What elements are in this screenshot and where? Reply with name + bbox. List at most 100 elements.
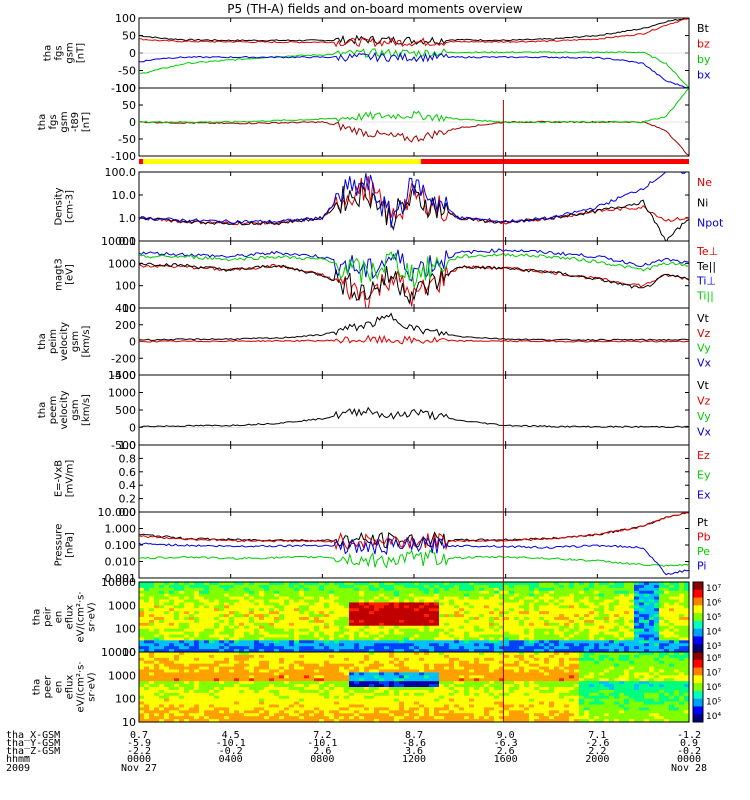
spectrogram-cell	[344, 678, 350, 682]
spectrogram-cell	[284, 660, 290, 665]
spectrogram-cell	[144, 631, 150, 636]
spectrogram-cell	[559, 634, 565, 639]
spectrogram-cell	[629, 634, 635, 639]
spectrogram-cell	[634, 605, 640, 609]
spectrogram-cell	[374, 672, 380, 676]
spectrogram-cell	[224, 596, 230, 601]
spectrogram-cell	[239, 681, 245, 685]
spectrogram-cell	[149, 640, 155, 644]
spectrogram-cell	[329, 590, 335, 595]
spectrogram-cell	[224, 619, 230, 624]
spectrogram-cell	[569, 582, 575, 586]
spectrogram-cell	[279, 692, 285, 697]
spectrogram-cell	[359, 663, 365, 668]
spectrogram-cell	[284, 634, 290, 639]
spectrogram-cell	[379, 684, 385, 688]
spectrogram-cell	[429, 599, 435, 604]
spectrogram-cell	[674, 599, 680, 604]
spectrogram-cell	[149, 669, 155, 674]
spectrogram-cell	[674, 587, 680, 592]
spectrogram-cell	[474, 590, 480, 595]
spectrogram-cell	[429, 687, 435, 691]
spectrogram-cell	[299, 628, 305, 633]
spectrogram-cell	[339, 587, 345, 592]
spectrogram-cell	[519, 646, 525, 650]
spectrogram-cell	[144, 652, 150, 656]
spectrogram-cell	[629, 590, 635, 595]
spectrogram-cell	[389, 713, 395, 717]
spectrogram-cell	[334, 643, 340, 647]
spectrogram-cell	[204, 704, 210, 709]
spectrogram-cell	[284, 602, 290, 606]
spectrogram-cell	[499, 587, 505, 592]
spectrogram-cell	[469, 640, 475, 644]
spectrogram-cell	[419, 663, 425, 668]
spectrogram-cell	[614, 637, 620, 641]
spectrogram-cell	[469, 707, 475, 711]
spectrogram-cell	[284, 599, 290, 604]
spectrogram-cell	[284, 707, 290, 711]
spectrogram-cell	[524, 622, 530, 627]
spectrogram-cell	[384, 713, 390, 717]
spectrogram-cell	[454, 611, 460, 615]
spectrogram-cell	[479, 628, 485, 633]
spectrogram-cell	[189, 672, 195, 676]
spectrogram-cell	[404, 649, 410, 653]
spectrogram-cell	[534, 605, 540, 609]
spectrogram-cell	[334, 614, 340, 618]
spectrogram-cell	[419, 602, 425, 606]
spectrogram-cell	[179, 675, 185, 679]
spectrogram-cell	[309, 710, 315, 714]
spectrogram-cell	[479, 587, 485, 592]
spectrogram-cell	[444, 628, 450, 633]
spectrogram-cell	[674, 584, 680, 589]
spectrogram-cell	[524, 584, 530, 589]
spectrogram-cell	[159, 640, 165, 644]
spectrogram-cell	[404, 608, 410, 612]
spectrogram-cell	[254, 652, 260, 656]
spectrogram-cell	[409, 692, 415, 697]
spectrogram-cell	[384, 684, 390, 688]
spectrogram-cell	[339, 684, 345, 688]
spectrogram-cell	[249, 707, 255, 711]
spectrogram-cell	[199, 710, 205, 714]
spectrogram-cell	[174, 652, 180, 656]
spectrogram-cell	[154, 684, 160, 688]
spectrogram-cell	[249, 643, 255, 647]
spectrogram-cell	[474, 701, 480, 706]
spectrogram-cell	[584, 587, 590, 592]
spectrogram-cell	[274, 593, 280, 598]
spectrogram-cell	[674, 628, 680, 633]
spectrogram-cell	[299, 704, 305, 709]
spectrogram-cell	[589, 584, 595, 589]
spectrogram-cell	[144, 684, 150, 688]
spectrogram-cell	[164, 619, 170, 624]
spectrogram-cell	[404, 701, 410, 706]
spectrogram-cell	[194, 716, 200, 720]
spectrogram-cell	[259, 625, 265, 630]
spectrogram-cell	[344, 652, 350, 656]
spectrogram-cell	[509, 707, 515, 711]
spectrogram-cell	[389, 684, 395, 688]
spectrogram-cell	[399, 634, 405, 639]
colorbar-swatch	[693, 582, 703, 591]
spectrogram-cell	[439, 608, 445, 612]
spectrogram-cell	[644, 587, 650, 592]
spectrogram-cell	[404, 672, 410, 676]
spectrogram-cell	[424, 587, 430, 592]
spectrogram-cell	[254, 614, 260, 618]
spectrogram-cell	[214, 593, 220, 598]
spectrogram-cell	[204, 599, 210, 604]
spectrogram-cell	[379, 675, 385, 679]
spectrogram-cell	[284, 590, 290, 595]
spectrogram-cell	[329, 684, 335, 688]
spectrogram-cell	[284, 652, 290, 656]
spectrogram-cell	[639, 619, 645, 624]
spectrogram-cell	[339, 643, 345, 647]
spectrogram-cell	[209, 619, 215, 624]
spectrogram-cell	[179, 605, 185, 609]
spectrogram-cell	[489, 666, 495, 671]
spectrogram-cell	[419, 637, 425, 641]
spectrogram-cell	[239, 654, 245, 659]
spectrogram-cell	[189, 701, 195, 706]
